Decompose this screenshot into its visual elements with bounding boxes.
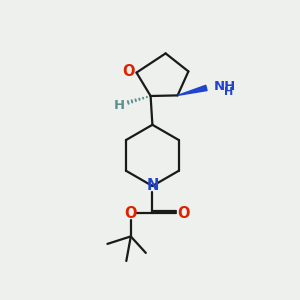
Text: H: H [113, 99, 125, 112]
Text: H: H [224, 87, 234, 97]
Polygon shape [178, 85, 207, 95]
Text: N: N [146, 178, 159, 194]
Text: O: O [124, 206, 137, 220]
Text: O: O [122, 64, 135, 79]
Text: NH: NH [214, 80, 236, 94]
Text: O: O [177, 206, 190, 220]
